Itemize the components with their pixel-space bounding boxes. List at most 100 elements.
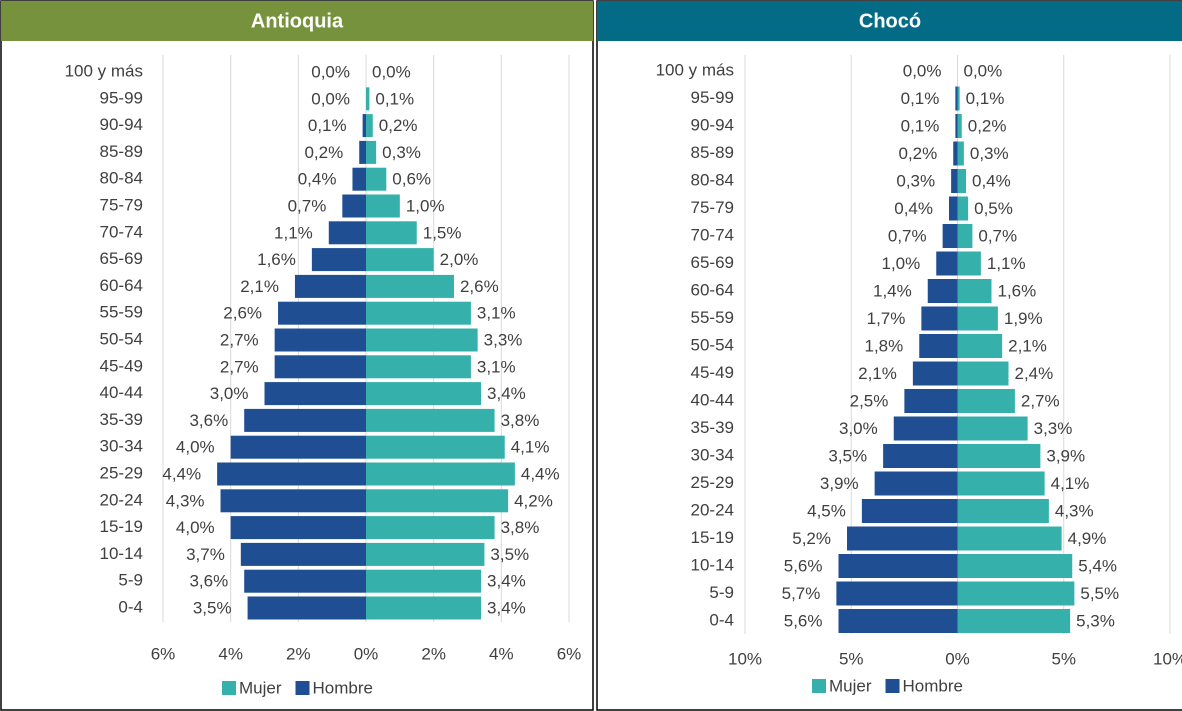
bar — [861, 499, 958, 523]
y-tick-label: 90-94 — [100, 115, 143, 134]
bar — [362, 114, 366, 138]
bar — [342, 194, 366, 218]
y-tick-label: 70-74 — [100, 222, 143, 241]
bar — [957, 86, 960, 111]
y-tick-label: 40-44 — [100, 383, 143, 402]
data-label: 0,3% — [382, 143, 421, 162]
x-tick-label: 0% — [945, 649, 970, 668]
bar — [366, 408, 495, 432]
bar — [278, 301, 366, 325]
bar — [955, 86, 958, 111]
bar — [366, 435, 505, 459]
bar — [883, 444, 958, 468]
data-label: 1,6% — [257, 250, 296, 269]
bar — [274, 328, 366, 352]
bar — [874, 471, 958, 496]
y-tick-label: 20-24 — [691, 500, 734, 519]
data-label: 0,2% — [379, 116, 418, 135]
chart-title: Chocó — [859, 10, 921, 32]
bar — [838, 554, 958, 578]
y-tick-label: 10-14 — [691, 555, 734, 574]
y-tick-label: 35-39 — [100, 410, 143, 429]
data-label: 3,5% — [490, 545, 529, 564]
bar — [220, 489, 366, 513]
data-label: 2,0% — [440, 250, 479, 269]
x-tick-label: 6% — [557, 644, 582, 663]
data-label: 0,1% — [308, 116, 347, 135]
x-tick-label: 6% — [151, 644, 176, 663]
data-label: 5,3% — [1076, 611, 1115, 630]
bar — [264, 382, 366, 406]
x-tick-label: 0% — [354, 644, 379, 663]
y-tick-label: 65-69 — [691, 253, 734, 272]
bar — [957, 581, 1075, 606]
data-label: 3,0% — [210, 384, 249, 403]
bar — [953, 141, 958, 166]
bar — [847, 526, 958, 551]
data-label: 3,9% — [820, 474, 859, 493]
bar — [957, 224, 973, 248]
bar — [274, 355, 366, 379]
bar — [957, 444, 1041, 468]
legend-label: Hombre — [313, 678, 373, 697]
y-tick-label: 80-84 — [100, 169, 143, 188]
data-label: 5,6% — [784, 556, 823, 575]
data-label: 3,9% — [1046, 446, 1085, 465]
data-label: 0,0% — [372, 62, 411, 81]
bar — [366, 114, 373, 138]
data-label: 3,6% — [189, 572, 228, 591]
data-label: 1,9% — [1004, 309, 1043, 328]
bar — [957, 306, 998, 331]
bar — [957, 499, 1049, 523]
bar — [244, 408, 366, 432]
bar — [936, 251, 958, 276]
data-label: 0,4% — [298, 170, 337, 189]
data-label: 4,0% — [176, 438, 215, 457]
data-label: 3,0% — [839, 419, 878, 438]
data-label: 4,5% — [807, 501, 846, 520]
bar — [366, 274, 454, 298]
data-label: 0,4% — [894, 199, 933, 218]
bar — [957, 196, 969, 221]
y-tick-label: 85-89 — [691, 143, 734, 162]
bar — [366, 194, 400, 218]
bar — [352, 167, 366, 191]
data-label: 0,6% — [392, 170, 431, 189]
bar — [957, 334, 1003, 358]
bar — [957, 169, 966, 193]
panel-header — [1, 1, 593, 41]
bar — [957, 609, 1071, 633]
bar — [957, 141, 964, 166]
y-tick-label: 40-44 — [691, 390, 734, 409]
y-tick-label: 45-49 — [691, 363, 734, 382]
data-label: 5,5% — [1080, 584, 1119, 603]
bar — [366, 569, 482, 593]
data-label: 1,8% — [865, 336, 904, 355]
x-tick-label: 5% — [1051, 649, 1076, 668]
data-label: 1,0% — [406, 196, 445, 215]
y-tick-label: 50-54 — [100, 329, 143, 348]
y-tick-label: 20-24 — [100, 490, 143, 509]
data-label: 4,3% — [166, 491, 205, 510]
bar — [247, 596, 366, 620]
bar — [230, 516, 366, 540]
bar — [366, 489, 509, 513]
bar — [366, 382, 482, 406]
y-tick-label: 80-84 — [691, 170, 734, 189]
bar — [230, 435, 366, 459]
data-label: 2,5% — [850, 391, 889, 410]
data-label: 0,1% — [375, 89, 414, 108]
data-label: 2,7% — [1021, 391, 1060, 410]
bar — [942, 224, 958, 248]
bar — [838, 609, 958, 633]
y-tick-label: 55-59 — [100, 303, 143, 322]
y-tick-label: 10-14 — [100, 544, 143, 563]
data-label: 1,1% — [987, 254, 1026, 273]
bar — [311, 248, 366, 272]
data-label: 0,4% — [972, 171, 1011, 190]
data-label: 4,4% — [162, 464, 201, 483]
data-label: 3,6% — [189, 411, 228, 430]
bar — [957, 114, 962, 138]
data-label: 0,7% — [888, 226, 927, 245]
data-label: 0,0% — [311, 62, 350, 81]
